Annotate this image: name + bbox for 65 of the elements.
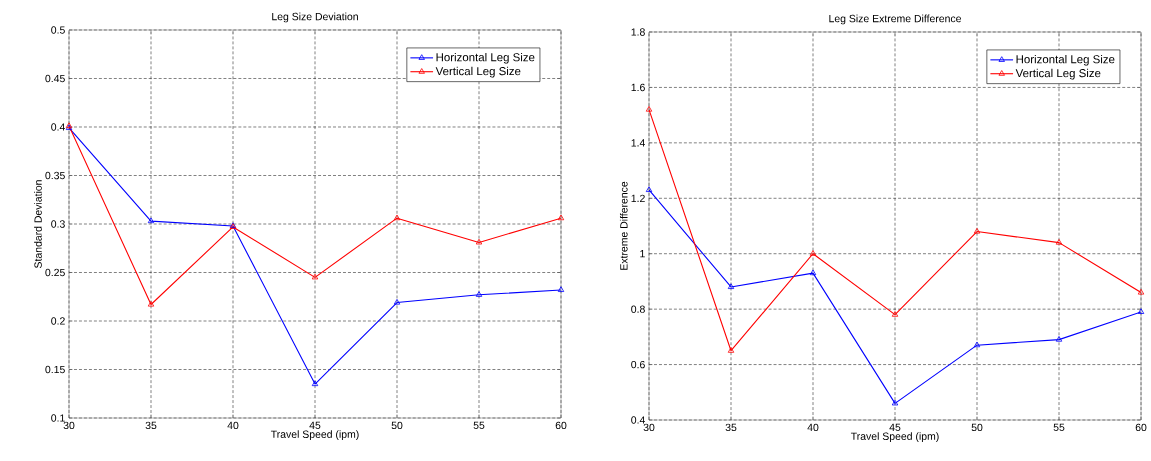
y-tick-label: 1.2 <box>631 194 645 202</box>
y-tick-label: 0.4 <box>631 416 645 424</box>
x-tick-label: 45 <box>889 423 901 431</box>
point <box>393 214 401 221</box>
point <box>727 347 735 353</box>
x-tick-label: 40 <box>807 423 819 432</box>
y-tick-label: 1.6 <box>631 83 645 92</box>
x-tick-label: 55 <box>473 421 485 429</box>
y-tick-label: 0.5 <box>51 26 65 34</box>
point <box>1137 288 1145 295</box>
point <box>311 273 319 280</box>
chart-title: Leg Size Deviation <box>272 12 358 23</box>
x-tick-label: 50 <box>391 421 403 430</box>
point <box>393 298 401 305</box>
y-tick-label: 0.4 <box>51 123 65 131</box>
point <box>891 399 899 406</box>
point <box>727 283 735 289</box>
legend-label: Vertical Leg Size <box>1015 68 1101 80</box>
y-tick-label: 0.45 <box>45 74 65 83</box>
x-axis-title: Travel Speed (ipm) <box>270 430 359 441</box>
x-axis-title: Travel Speed (ipm) <box>850 432 939 443</box>
point <box>645 186 653 192</box>
y-tick-label: 0.1 <box>51 414 65 422</box>
y-axis-title: Standard Deviation <box>34 180 42 269</box>
y-tick-label: 0.2 <box>51 317 65 325</box>
point <box>311 380 319 387</box>
legend-label: Horizontal Leg Size <box>1016 54 1115 66</box>
y-tick-label: 0.25 <box>45 268 65 277</box>
x-tick-label: 60 <box>555 421 567 430</box>
x-tick-label: 55 <box>1053 423 1065 431</box>
chart-title: Leg Size Extreme Difference <box>829 14 962 25</box>
x-tick-label: 45 <box>309 421 321 429</box>
point <box>1055 239 1063 245</box>
x-tick-label: 35 <box>145 421 157 430</box>
y-tick-label: 0.8 <box>631 305 645 313</box>
y-tick-label: 0.35 <box>45 171 65 180</box>
point <box>645 106 653 112</box>
x-tick-label: 30 <box>63 421 75 430</box>
point <box>973 341 981 348</box>
y-tick-label: 1 <box>640 250 645 258</box>
point <box>973 227 981 234</box>
point <box>147 300 155 307</box>
y-axis-title: Extreme Difference <box>619 181 628 270</box>
point <box>1055 336 1063 342</box>
y-tick-label: 0.6 <box>631 360 645 369</box>
y-tick-label: 1.4 <box>631 139 645 147</box>
x-tick-label: 60 <box>1135 423 1147 432</box>
point <box>475 291 483 297</box>
x-tick-label: 30 <box>643 423 655 432</box>
legend-label: Vertical Leg Size <box>435 66 521 78</box>
y-tick-label: 0.15 <box>45 365 65 374</box>
point <box>557 214 565 221</box>
point <box>809 250 817 256</box>
x-tick-label: 35 <box>725 423 737 432</box>
point <box>475 238 483 245</box>
point <box>557 286 565 292</box>
y-tick-label: 1.8 <box>631 28 645 36</box>
legend-label: Horizontal Leg Size <box>436 52 535 64</box>
x-tick-label: 40 <box>227 421 239 430</box>
x-tick-label: 50 <box>971 423 983 432</box>
point <box>147 217 155 224</box>
point <box>1137 308 1145 314</box>
point <box>809 269 817 276</box>
y-tick-label: 0.3 <box>51 220 65 228</box>
point <box>891 311 899 317</box>
